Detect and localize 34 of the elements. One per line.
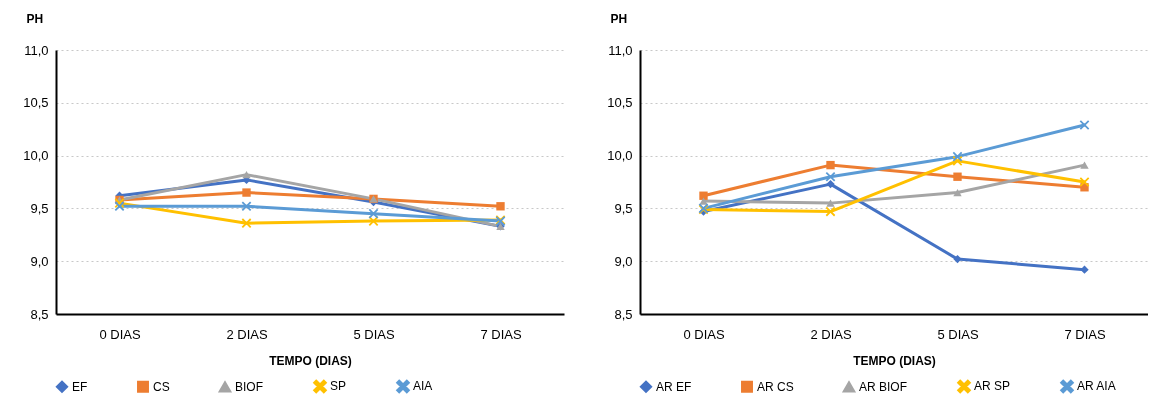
legend-label: EF (72, 379, 88, 394)
x-tick-label: 7 DIAS (480, 326, 522, 342)
y-axis-title: PH (26, 11, 44, 26)
y-tick-label: 8,5 (614, 306, 633, 322)
legend-label: AR BIOF (859, 380, 908, 395)
legend-label: CS (153, 379, 170, 394)
legend-label: BIOF (235, 380, 264, 395)
y-tick-label: 10,5 (607, 95, 633, 111)
x-tick-label: 0 DIAS (683, 326, 725, 342)
y-tick-label: 8,5 (30, 306, 49, 322)
legend-label: SP (330, 379, 347, 394)
legend-label: AIA (413, 379, 433, 394)
y-tick-label: 9,0 (30, 253, 49, 269)
x-tick-label: 2 DIAS (810, 326, 852, 342)
y-tick-label: 11,0 (608, 42, 633, 58)
y-tick-label: 11,0 (24, 42, 49, 58)
legend-label: AR CS (757, 379, 794, 394)
y-tick-label: 9,5 (30, 200, 49, 216)
x-tick-label: 5 DIAS (353, 326, 395, 342)
y-tick-label: 9,5 (614, 200, 633, 216)
x-tick-label: 7 DIAS (1064, 326, 1106, 342)
legend-label: AR EF (656, 379, 692, 394)
y-tick-label: 10,5 (23, 95, 49, 111)
x-tick-label: 2 DIAS (226, 326, 268, 342)
x-tick-label: 5 DIAS (937, 326, 979, 342)
x-axis-title: TEMPO (DIAS) (269, 353, 352, 368)
legend-label: AR SP (974, 379, 1011, 394)
legend-label: AR AIA (1077, 379, 1116, 394)
y-tick-label: 10,0 (607, 148, 633, 164)
y-axis-title: PH (610, 11, 628, 26)
y-tick-label: 9,0 (614, 253, 633, 269)
x-axis-title: TEMPO (DIAS) (853, 353, 936, 368)
y-tick-label: 10,0 (23, 148, 49, 164)
x-tick-label: 0 DIAS (99, 326, 141, 342)
